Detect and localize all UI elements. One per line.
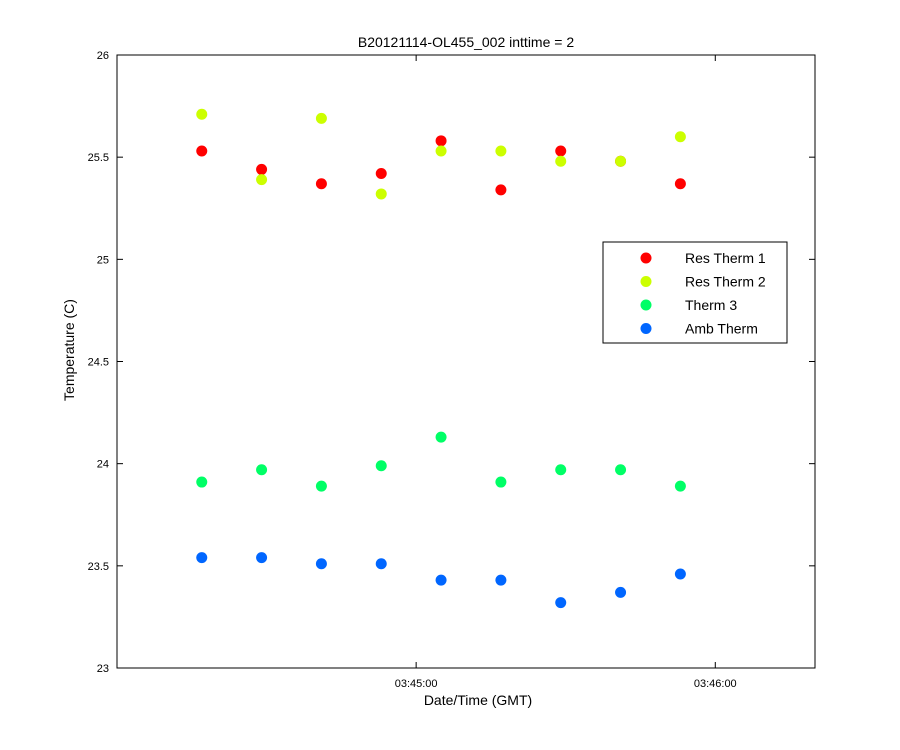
point-therm-3 xyxy=(196,476,208,488)
y-axis-ticks: 23 23.5 24 24.5 25 25.5 26 xyxy=(88,50,815,675)
point-therm-3 xyxy=(555,464,567,476)
point-amb-therm xyxy=(196,552,208,564)
legend-label-res-therm-2: Res Therm 2 xyxy=(685,274,766,290)
legend-marker-amb-therm xyxy=(640,323,652,334)
y-tick-label: 26 xyxy=(97,50,109,62)
y-tick-label: 25.5 xyxy=(88,152,109,164)
point-amb-therm xyxy=(435,574,447,586)
point-res-therm-1 xyxy=(495,184,507,196)
x-axis-title: Date/Time (GMT) xyxy=(424,692,532,708)
point-res-therm-2 xyxy=(495,145,507,157)
legend-marker-res-therm-1 xyxy=(640,252,652,264)
point-therm-3 xyxy=(674,480,686,492)
x-axis-ticks: 03:45:00 03:46:00 xyxy=(395,55,737,690)
legend-marker-therm-3 xyxy=(640,299,652,311)
point-amb-therm xyxy=(674,568,686,580)
point-amb-therm xyxy=(375,558,387,570)
point-amb-therm xyxy=(256,552,268,564)
point-res-therm-2 xyxy=(615,155,627,167)
point-therm-3 xyxy=(615,464,627,476)
plot-area xyxy=(116,54,816,669)
legend: Res Therm 1 Res Therm 2 Therm 3 Amb Therm xyxy=(602,241,788,344)
y-tick-label: 24.5 xyxy=(88,357,109,369)
y-tick-label: 25 xyxy=(97,254,109,266)
point-therm-3 xyxy=(495,476,507,488)
point-res-therm-1 xyxy=(375,168,387,180)
y-tick-label: 23.5 xyxy=(88,561,109,573)
chart-title: B20121114-OL455_002 inttime = 2 xyxy=(358,34,574,50)
legend-label-amb-therm: Amb Therm xyxy=(685,321,758,337)
point-res-therm-1 xyxy=(256,163,268,175)
point-amb-therm xyxy=(495,574,507,586)
legend-label-therm-3: Therm 3 xyxy=(685,297,737,313)
point-therm-3 xyxy=(315,480,327,492)
point-res-therm-2 xyxy=(196,108,208,120)
point-amb-therm xyxy=(315,558,327,570)
point-res-therm-2 xyxy=(256,174,268,186)
point-therm-3 xyxy=(256,464,268,476)
y-axis-title: Temperature (C) xyxy=(61,299,77,401)
data-points xyxy=(196,108,686,609)
point-res-therm-2 xyxy=(315,112,327,124)
y-tick-label: 23 xyxy=(97,663,109,675)
point-res-therm-1 xyxy=(435,135,447,147)
point-res-therm-2 xyxy=(674,131,686,143)
point-res-therm-1 xyxy=(315,178,327,190)
legend-label-res-therm-1: Res Therm 1 xyxy=(685,250,766,266)
point-amb-therm xyxy=(615,586,627,598)
legend-marker-res-therm-2 xyxy=(640,276,652,287)
point-res-therm-2 xyxy=(375,188,387,200)
point-res-therm-1 xyxy=(555,145,567,157)
point-therm-3 xyxy=(375,460,387,472)
legend-box xyxy=(602,241,788,344)
point-res-therm-1 xyxy=(674,178,686,190)
point-therm-3 xyxy=(435,431,447,443)
y-tick-label: 24 xyxy=(97,459,109,471)
x-tick-label: 03:46:00 xyxy=(694,678,737,690)
point-res-therm-2 xyxy=(555,155,567,167)
point-res-therm-2 xyxy=(435,145,447,157)
x-tick-label: 03:45:00 xyxy=(395,678,438,690)
point-amb-therm xyxy=(555,597,567,609)
point-res-therm-1 xyxy=(196,145,208,157)
